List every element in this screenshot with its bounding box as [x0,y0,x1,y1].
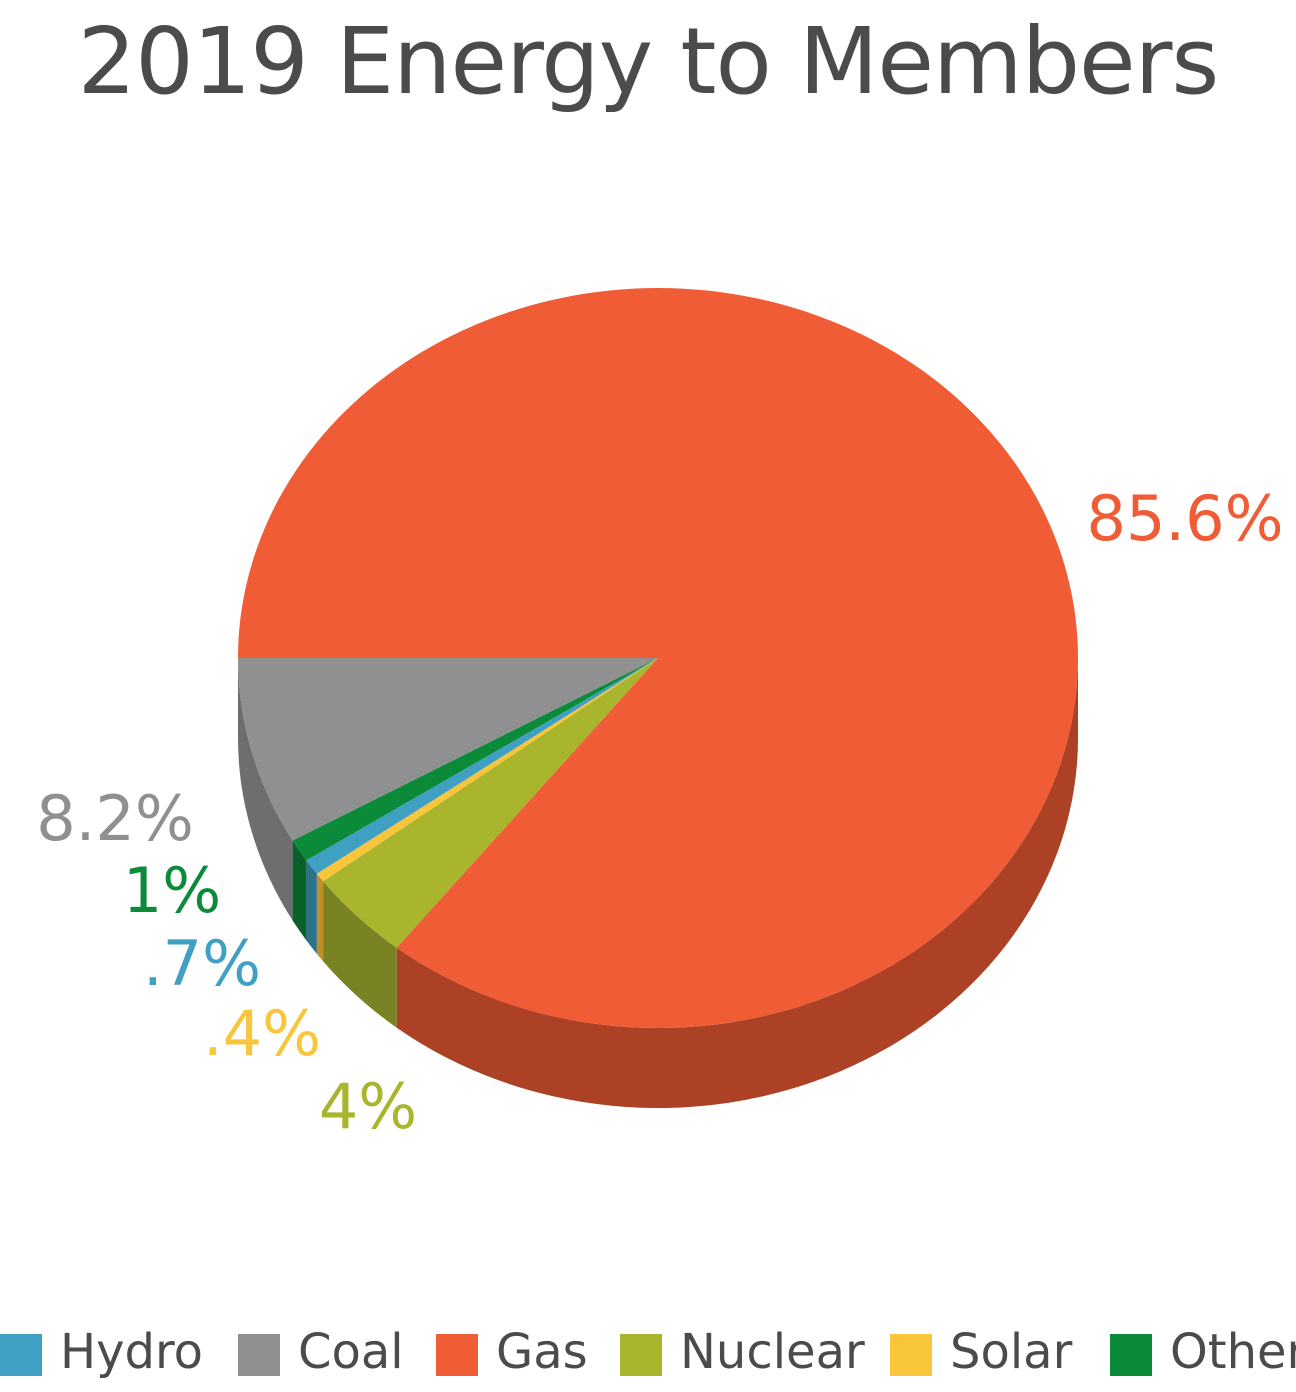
pie-side-walls [238,658,1078,1109]
pie-slice-nuclear [323,658,658,948]
pie-side-gas [396,658,1078,1109]
legend-label-other: Other [1170,1324,1296,1380]
legend-label-solar: Solar [950,1324,1073,1380]
legend-swatch-coal [238,1334,280,1376]
legend-swatch-gas [436,1334,478,1376]
data-label-nuclear: 4% [319,1070,417,1143]
pie-top [238,288,1078,1028]
data-label-hydro: .7% [143,927,261,1000]
legend: Hydro Coal Gas Nuclear Solar Other [0,1322,1296,1392]
chart-title: 2019 Energy to Members [77,8,1220,115]
data-label-coal: 8.2% [36,782,194,855]
data-label-other: 1% [123,854,221,927]
data-label-gas: 85.6% [1087,482,1284,555]
pie-slice-coal [238,658,658,841]
pie-side-solar [316,873,324,962]
legend-swatch-hydro [0,1334,42,1376]
data-labels: 85.6% 4%.4%.7%1%8.2% [36,482,1283,1143]
legend-label-nuclear: Nuclear [680,1324,865,1380]
legend-swatch-nuclear [620,1334,662,1376]
legend-label-gas: Gas [496,1324,588,1380]
pie-slice-hydro [306,658,658,874]
legend-swatch-other [1110,1334,1152,1376]
pie-side-other [292,840,307,941]
pie-slice-other [292,658,658,861]
pie-side-nuclear [323,881,397,1028]
legend-swatch-solar [890,1334,932,1376]
legend-label-hydro: Hydro [60,1324,204,1380]
pie-side-coal [238,658,293,921]
legend-label-coal: Coal [298,1324,404,1380]
pie-side-hydro [306,860,317,954]
pie-slice-solar [316,658,658,882]
pie-chart: 85.6% 4%.4%.7%1%8.2% [36,288,1283,1143]
data-label-solar: .4% [203,997,321,1070]
